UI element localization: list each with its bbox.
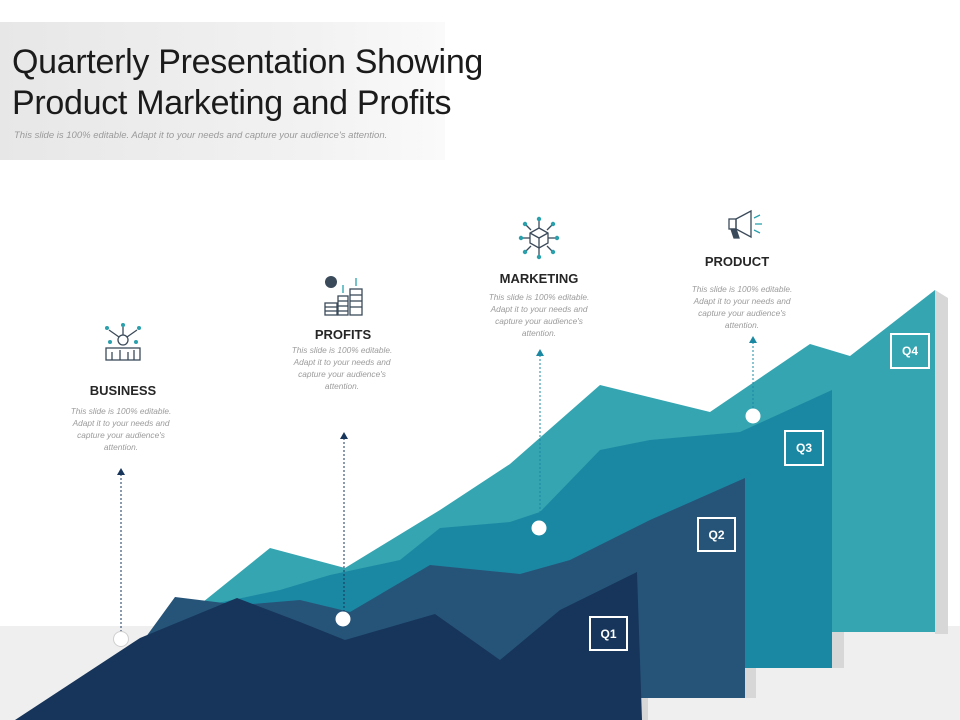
marketing-arrow — [536, 349, 544, 356]
profits-desc: This slide is 100% editable. Adapt it to… — [291, 345, 393, 391]
q1-area — [15, 572, 642, 720]
q2-box: Q2 — [697, 517, 736, 552]
product-desc: This slide is 100% editable. Adapt it to… — [691, 284, 793, 330]
megaphone-icon — [728, 209, 762, 239]
q4-box: Q4 — [890, 333, 930, 369]
page-title: Quarterly Presentation Showing Product M… — [12, 43, 484, 122]
product-label: PRODUCT — [704, 254, 770, 269]
profits-dot — [335, 611, 351, 627]
business-network-icon — [105, 323, 141, 361]
marketing-desc: This slide is 100% editable. Adapt it to… — [488, 292, 590, 338]
title-band — [0, 22, 445, 160]
q4-shadow — [935, 290, 948, 634]
marketing-label: MARKETING — [499, 271, 579, 286]
profits-arrow — [340, 432, 348, 439]
marketing-dot — [531, 520, 547, 536]
product-dot — [745, 408, 761, 424]
q1-box: Q1 — [589, 616, 628, 651]
profits-label: PROFITS — [314, 327, 372, 342]
business-label: BUSINESS — [89, 383, 157, 398]
page-subtitle: This slide is 100% editable. Adapt it to… — [14, 130, 388, 141]
cube-network-icon — [518, 216, 560, 260]
business-dot — [113, 631, 129, 647]
business-arrow — [117, 468, 125, 475]
q3-box: Q3 — [784, 430, 824, 466]
product-arrow — [749, 336, 757, 343]
business-desc: This slide is 100% editable. Adapt it to… — [70, 406, 172, 452]
coin-stacks-icon — [324, 276, 363, 316]
